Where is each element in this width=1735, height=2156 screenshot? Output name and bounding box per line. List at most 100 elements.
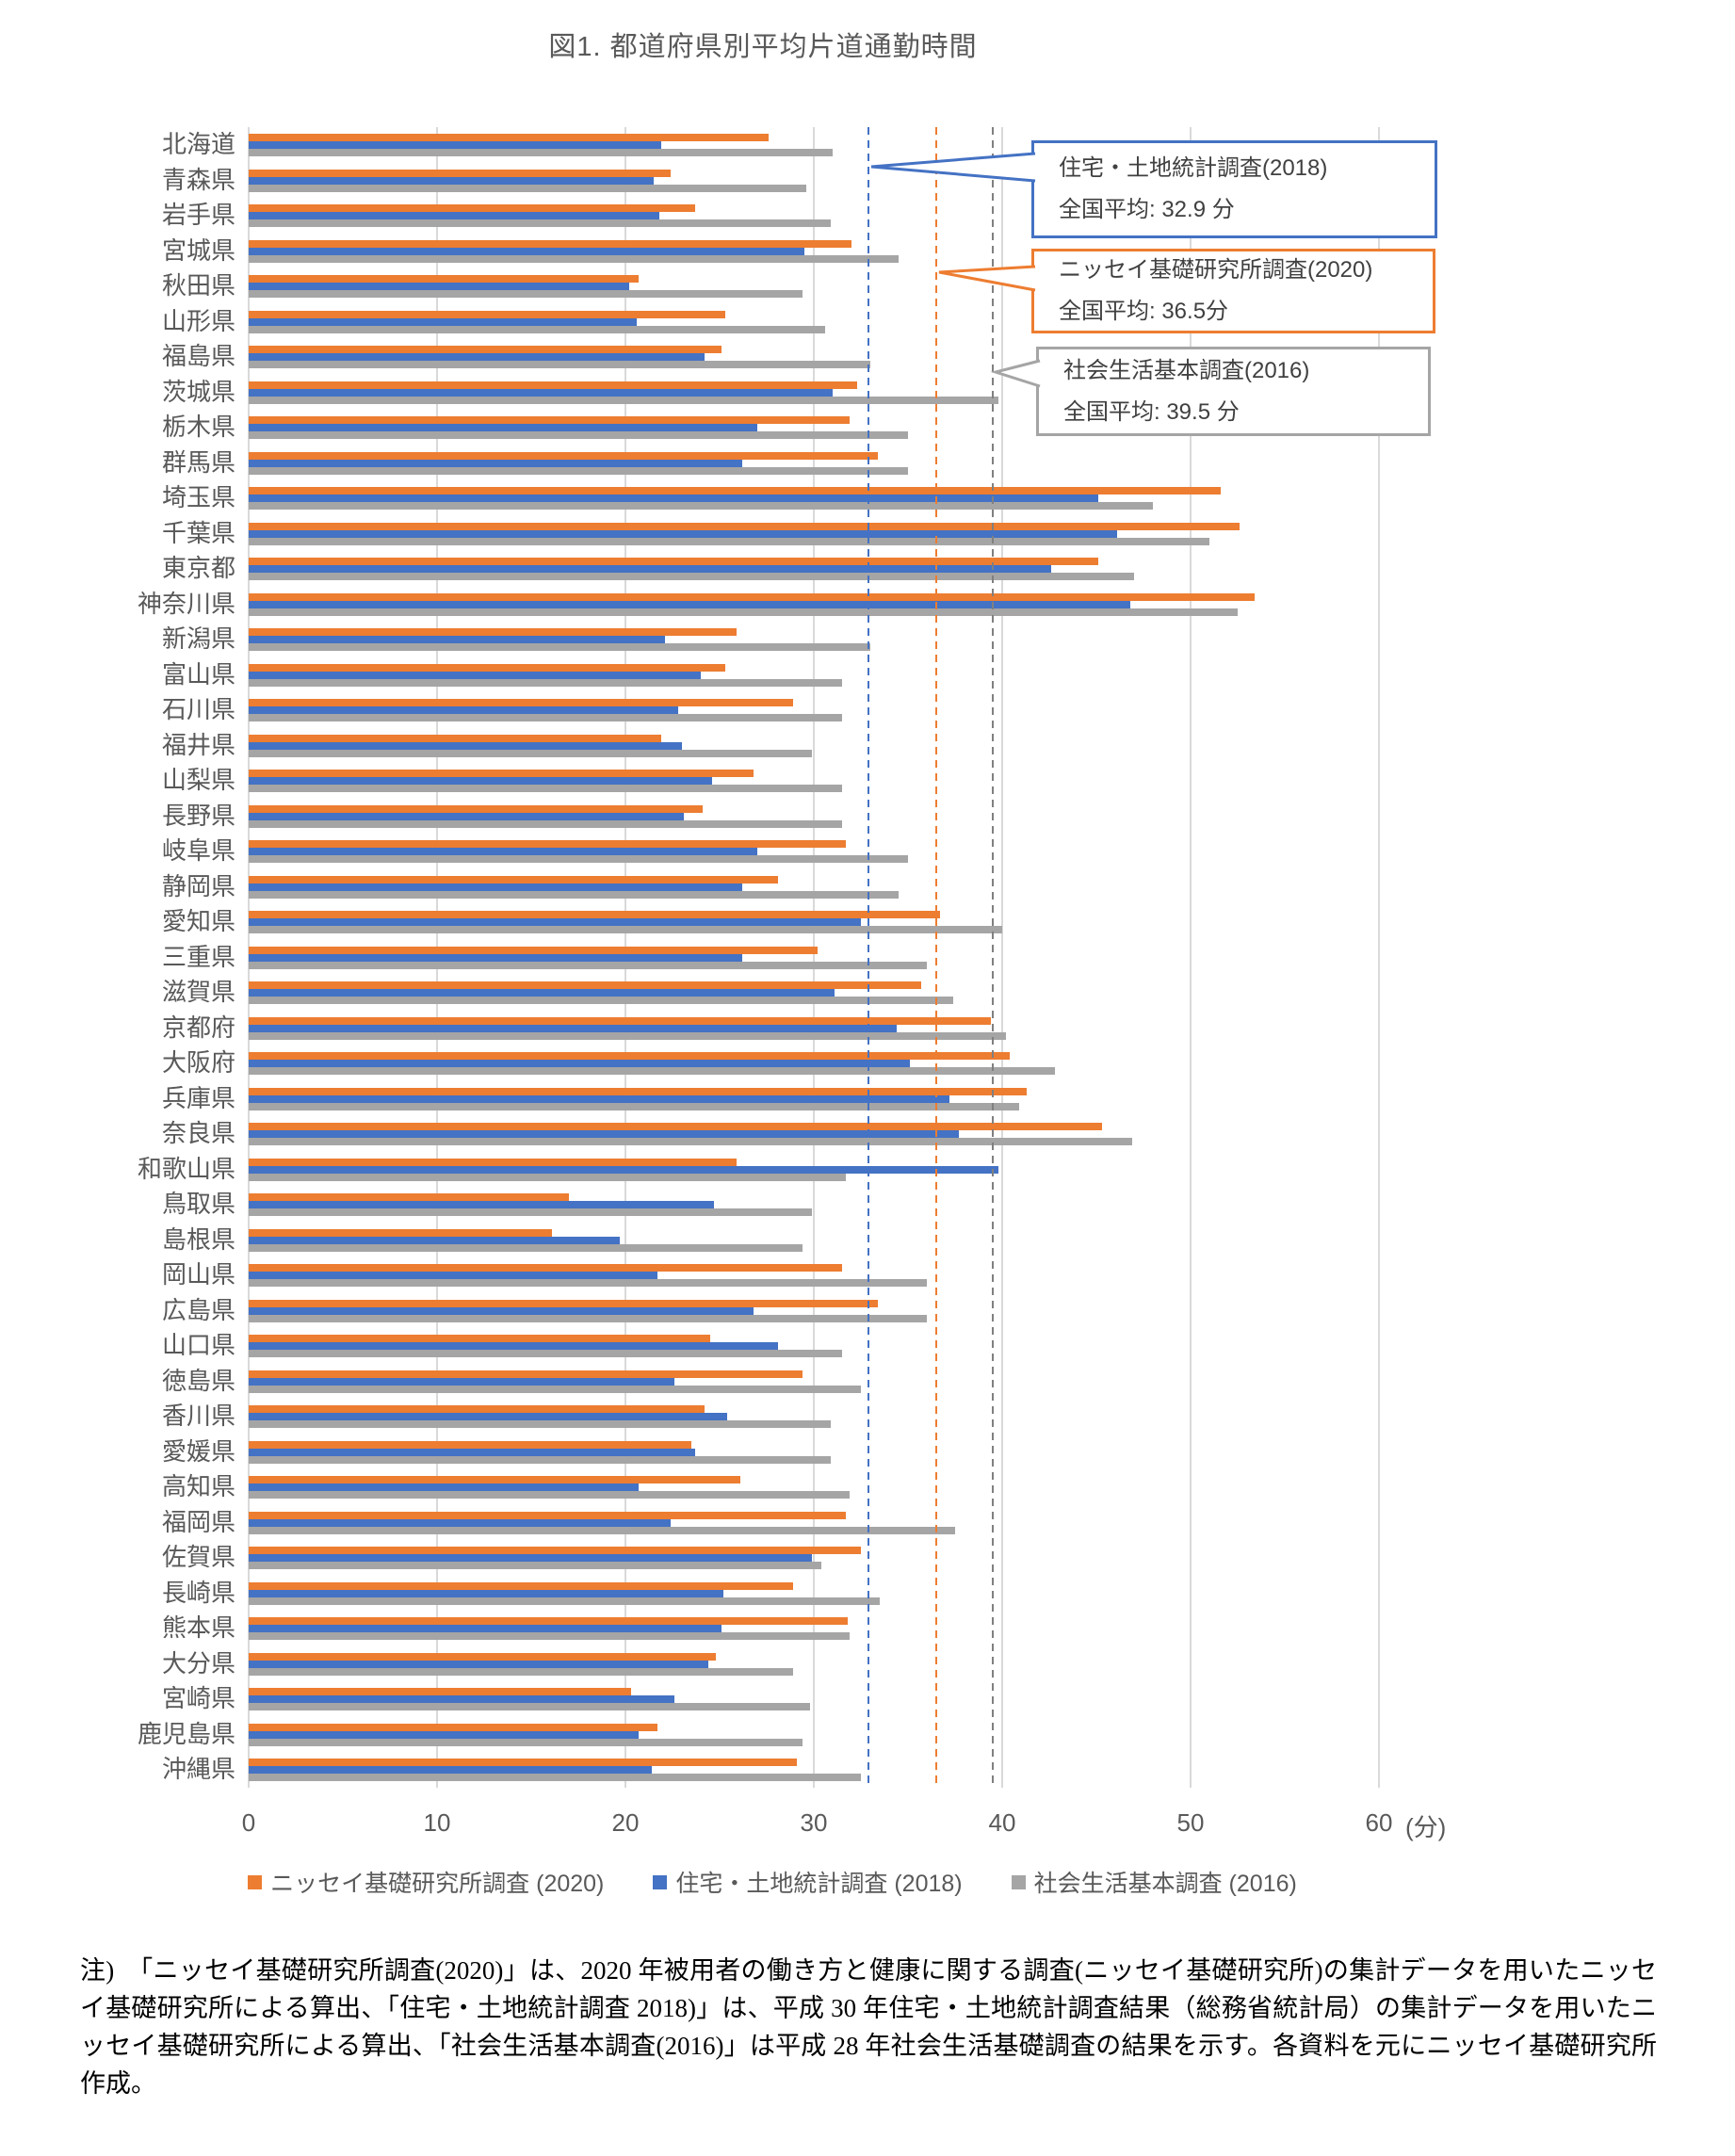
bar-housing-2018: [249, 1695, 674, 1703]
bar-social-2016: [249, 1138, 1132, 1145]
prefecture-label: 岡山県: [161, 1260, 235, 1289]
bar-nli-2020: [249, 1052, 1010, 1060]
bar-housing-2018: [249, 671, 701, 679]
bar-social-2016: [249, 325, 825, 333]
bar-housing-2018: [249, 1130, 959, 1138]
prefecture-label: 福岡県: [161, 1507, 235, 1536]
x-tick-label: 20: [611, 1808, 640, 1837]
bar-social-2016: [249, 1420, 831, 1428]
bar-housing-2018: [249, 812, 684, 820]
bar-nli-2020: [249, 946, 818, 954]
prefecture-label: 鳥取県: [161, 1190, 235, 1218]
bar-social-2016: [249, 785, 842, 792]
bar-housing-2018: [249, 141, 661, 149]
bar-housing-2018: [249, 1342, 778, 1350]
prefecture-row: 茨城県: [0, 375, 1735, 411]
x-tick-label: 30: [800, 1808, 828, 1837]
prefecture-row: 鹿児島県: [0, 1717, 1735, 1753]
prefecture-row: 神奈川県: [0, 587, 1735, 623]
bar-housing-2018: [249, 1518, 671, 1527]
bar-social-2016: [249, 1667, 793, 1676]
bar-nli-2020: [249, 346, 722, 353]
bar-social-2016: [249, 926, 1002, 933]
bar-social-2016: [249, 184, 806, 192]
prefecture-label: 長野県: [161, 801, 235, 830]
prefecture-row: 京都府: [0, 1011, 1735, 1046]
bar-nli-2020: [249, 1087, 1027, 1095]
prefecture-label: 岩手県: [161, 201, 235, 229]
prefecture-row: 奈良県: [0, 1116, 1735, 1152]
prefecture-row: 岩手県: [0, 198, 1735, 234]
bar-housing-2018: [249, 706, 678, 714]
callout-average-value: 全国平均: 36.5分: [1059, 299, 1229, 324]
prefecture-label: 栃木県: [161, 413, 235, 441]
source-note: 注) 「ニッセイ基礎研究所調査(2020)」は、2020 年被用者の働き方と健康…: [80, 1956, 1657, 2098]
bar-social-2016: [249, 890, 899, 899]
bar-housing-2018: [249, 1448, 695, 1456]
prefecture-row: 埼玉県: [0, 480, 1735, 516]
bar-housing-2018: [249, 1165, 998, 1174]
prefecture-label: 島根県: [161, 1224, 235, 1254]
prefecture-row: 福島県: [0, 339, 1735, 375]
chart-title: 図1. 都道府県別平均片道通勤時間: [548, 32, 978, 62]
bar-social-2016: [249, 1703, 810, 1710]
legend-swatch-icon: [1011, 1874, 1026, 1889]
bar-housing-2018: [249, 600, 1130, 608]
prefecture-label: 鹿児島県: [137, 1719, 235, 1748]
bar-social-2016: [249, 1455, 831, 1464]
prefecture-row: 兵庫県: [0, 1081, 1735, 1117]
bar-social-2016: [249, 608, 1238, 616]
bar-social-2016: [249, 290, 803, 298]
bar-housing-2018: [249, 353, 705, 361]
prefecture-row: 長崎県: [0, 1576, 1735, 1612]
bar-social-2016: [249, 1279, 927, 1287]
bar-housing-2018: [249, 1625, 722, 1632]
bar-social-2016: [249, 1632, 850, 1640]
bar-housing-2018: [249, 1236, 620, 1244]
bar-housing-2018: [249, 212, 659, 219]
bar-nli-2020: [249, 1123, 1102, 1130]
legend-swatch-icon: [653, 1874, 668, 1889]
prefecture-label: 神奈川県: [137, 589, 235, 618]
prefecture-row: 福井県: [0, 728, 1735, 764]
prefecture-label: 和歌山県: [137, 1154, 235, 1183]
bar-social-2016: [249, 396, 998, 404]
legend-item: ニッセイ基礎研究所調査 (2020): [248, 1865, 604, 1899]
callout-survey-name: ニッセイ基礎研究所調査(2020): [1059, 257, 1373, 283]
bar-nli-2020: [249, 840, 846, 848]
prefecture-label: 山梨県: [161, 766, 235, 794]
prefecture-label: 石川県: [161, 695, 235, 723]
bar-housing-2018: [249, 388, 833, 397]
prefecture-row: 香川県: [0, 1399, 1735, 1435]
prefecture-row: 山梨県: [0, 763, 1735, 799]
bar-housing-2018: [249, 424, 757, 431]
legend-label: ニッセイ基礎研究所調査 (2020): [270, 1871, 605, 1897]
bar-housing-2018: [249, 1306, 754, 1315]
bar-housing-2018: [249, 741, 682, 750]
prefecture-label: 秋田県: [161, 271, 235, 300]
gridline: [1190, 127, 1192, 1788]
bar-social-2016: [249, 431, 908, 439]
prefecture-row: 大分県: [0, 1646, 1735, 1682]
gridline: [1001, 127, 1003, 1788]
bar-social-2016: [249, 1774, 861, 1781]
bar-housing-2018: [249, 1272, 657, 1279]
prefecture-row: 佐賀県: [0, 1540, 1735, 1576]
bar-housing-2018: [249, 989, 835, 997]
prefecture-label: 愛知県: [161, 907, 235, 935]
bar-social-2016: [249, 361, 870, 368]
bar-nli-2020: [249, 1016, 991, 1025]
bar-housing-2018: [249, 883, 742, 891]
bar-nli-2020: [249, 1652, 716, 1661]
prefecture-row: 高知県: [0, 1469, 1735, 1505]
prefecture-row: 滋賀県: [0, 975, 1735, 1011]
prefecture-label: 大阪府: [161, 1048, 235, 1077]
bar-nli-2020: [249, 416, 850, 424]
bar-nli-2020: [249, 1617, 848, 1625]
x-tick-label: 50: [1176, 1808, 1205, 1837]
bar-nli-2020: [249, 275, 639, 283]
bar-social-2016: [249, 1067, 1055, 1075]
prefecture-row: 岐阜県: [0, 834, 1735, 869]
prefecture-row: 大阪府: [0, 1046, 1735, 1081]
prefecture-row: 鳥取県: [0, 1187, 1735, 1223]
